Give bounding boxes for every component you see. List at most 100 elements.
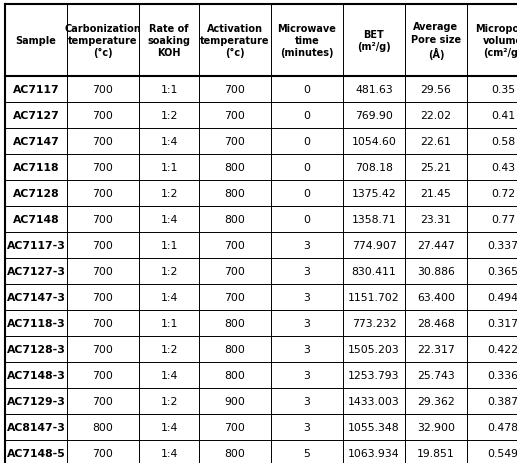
Text: 32.900: 32.900 [417, 422, 455, 432]
Text: 0.387: 0.387 [488, 396, 517, 406]
Text: 3: 3 [303, 266, 310, 276]
Text: 700: 700 [224, 111, 246, 121]
Text: 1:2: 1:2 [160, 396, 178, 406]
Text: 773.232: 773.232 [352, 319, 397, 328]
Text: 1:4: 1:4 [160, 422, 178, 432]
Text: 1:1: 1:1 [160, 319, 178, 328]
Text: Microwave
time
(minutes): Microwave time (minutes) [278, 24, 337, 58]
Text: 0: 0 [303, 137, 311, 147]
Text: Carbonization
temperature
(°c): Carbonization temperature (°c) [65, 24, 141, 58]
Text: 19.851: 19.851 [417, 448, 455, 458]
Text: 900: 900 [224, 396, 246, 406]
Text: 0.549: 0.549 [488, 448, 517, 458]
Text: 700: 700 [224, 292, 246, 302]
Text: AC7147: AC7147 [12, 137, 59, 147]
Text: 0.478: 0.478 [488, 422, 517, 432]
Text: 28.468: 28.468 [417, 319, 455, 328]
Text: 1:2: 1:2 [160, 344, 178, 354]
Text: 0: 0 [303, 111, 311, 121]
Text: 700: 700 [93, 292, 113, 302]
Text: 800: 800 [93, 422, 113, 432]
Text: 700: 700 [93, 137, 113, 147]
Text: 700: 700 [93, 85, 113, 95]
Text: 1:4: 1:4 [160, 448, 178, 458]
Text: 700: 700 [224, 137, 246, 147]
Text: 800: 800 [224, 214, 246, 225]
Text: 1:4: 1:4 [160, 214, 178, 225]
Text: 0.43: 0.43 [491, 163, 515, 173]
Text: 1433.003: 1433.003 [348, 396, 400, 406]
Text: 800: 800 [224, 344, 246, 354]
Text: 3: 3 [303, 240, 310, 250]
Text: 0: 0 [303, 163, 311, 173]
Text: AC7128-3: AC7128-3 [7, 344, 66, 354]
Text: 1:1: 1:1 [160, 240, 178, 250]
Text: 29.56: 29.56 [420, 85, 451, 95]
Text: 830.411: 830.411 [352, 266, 397, 276]
Text: Rate of
soaking
KOH: Rate of soaking KOH [147, 24, 190, 58]
Text: 3: 3 [303, 344, 310, 354]
Text: 0.337: 0.337 [488, 240, 517, 250]
Text: 3: 3 [303, 319, 310, 328]
Text: 1:2: 1:2 [160, 266, 178, 276]
Text: 700: 700 [224, 240, 246, 250]
Text: 1253.793: 1253.793 [348, 370, 400, 380]
Text: 0.77: 0.77 [491, 214, 515, 225]
Text: 63.400: 63.400 [417, 292, 455, 302]
Text: Activation
temperature
(°c): Activation temperature (°c) [200, 24, 270, 58]
Text: 800: 800 [224, 188, 246, 199]
Text: 800: 800 [224, 448, 246, 458]
Text: 1054.60: 1054.60 [352, 137, 397, 147]
Text: 0.317: 0.317 [488, 319, 517, 328]
Text: AC7148: AC7148 [13, 214, 59, 225]
Text: 1:2: 1:2 [160, 111, 178, 121]
Text: 700: 700 [93, 163, 113, 173]
Text: 700: 700 [93, 370, 113, 380]
Text: 1:2: 1:2 [160, 188, 178, 199]
Text: 3: 3 [303, 370, 310, 380]
Text: 800: 800 [224, 370, 246, 380]
Text: 700: 700 [93, 319, 113, 328]
Text: 774.907: 774.907 [352, 240, 397, 250]
Text: 1375.42: 1375.42 [352, 188, 397, 199]
Text: 700: 700 [93, 111, 113, 121]
Text: Micropore
volume
(cm²/g): Micropore volume (cm²/g) [475, 24, 517, 58]
Text: 769.90: 769.90 [355, 111, 393, 121]
Text: 0.494: 0.494 [488, 292, 517, 302]
Text: 22.61: 22.61 [420, 137, 451, 147]
Text: AC7147-3: AC7147-3 [7, 292, 66, 302]
Text: 800: 800 [224, 319, 246, 328]
Text: 1505.203: 1505.203 [348, 344, 400, 354]
Text: 3: 3 [303, 396, 310, 406]
Text: 22.317: 22.317 [417, 344, 455, 354]
Text: 30.886: 30.886 [417, 266, 455, 276]
Text: 29.362: 29.362 [417, 396, 455, 406]
Text: 1358.71: 1358.71 [352, 214, 397, 225]
Text: AC7127: AC7127 [12, 111, 59, 121]
Text: 21.45: 21.45 [420, 188, 451, 199]
Text: 700: 700 [93, 266, 113, 276]
Text: 1055.348: 1055.348 [348, 422, 400, 432]
Text: 0.58: 0.58 [491, 137, 515, 147]
Text: 25.743: 25.743 [417, 370, 455, 380]
Text: 700: 700 [93, 344, 113, 354]
Text: 0.35: 0.35 [491, 85, 515, 95]
Text: 25.21: 25.21 [420, 163, 451, 173]
Text: 3: 3 [303, 292, 310, 302]
Text: AC7118: AC7118 [13, 163, 59, 173]
Text: 1:4: 1:4 [160, 370, 178, 380]
Text: 0: 0 [303, 214, 311, 225]
Text: 700: 700 [93, 448, 113, 458]
Text: 700: 700 [93, 214, 113, 225]
Text: 0: 0 [303, 85, 311, 95]
Text: 0.422: 0.422 [488, 344, 517, 354]
Text: AC7129-3: AC7129-3 [7, 396, 66, 406]
Text: 481.63: 481.63 [355, 85, 393, 95]
Text: 23.31: 23.31 [420, 214, 451, 225]
Text: 700: 700 [93, 396, 113, 406]
Text: 3: 3 [303, 422, 310, 432]
Text: AC7128: AC7128 [13, 188, 59, 199]
Text: 800: 800 [224, 163, 246, 173]
Text: 0: 0 [303, 188, 311, 199]
Text: 5: 5 [303, 448, 310, 458]
